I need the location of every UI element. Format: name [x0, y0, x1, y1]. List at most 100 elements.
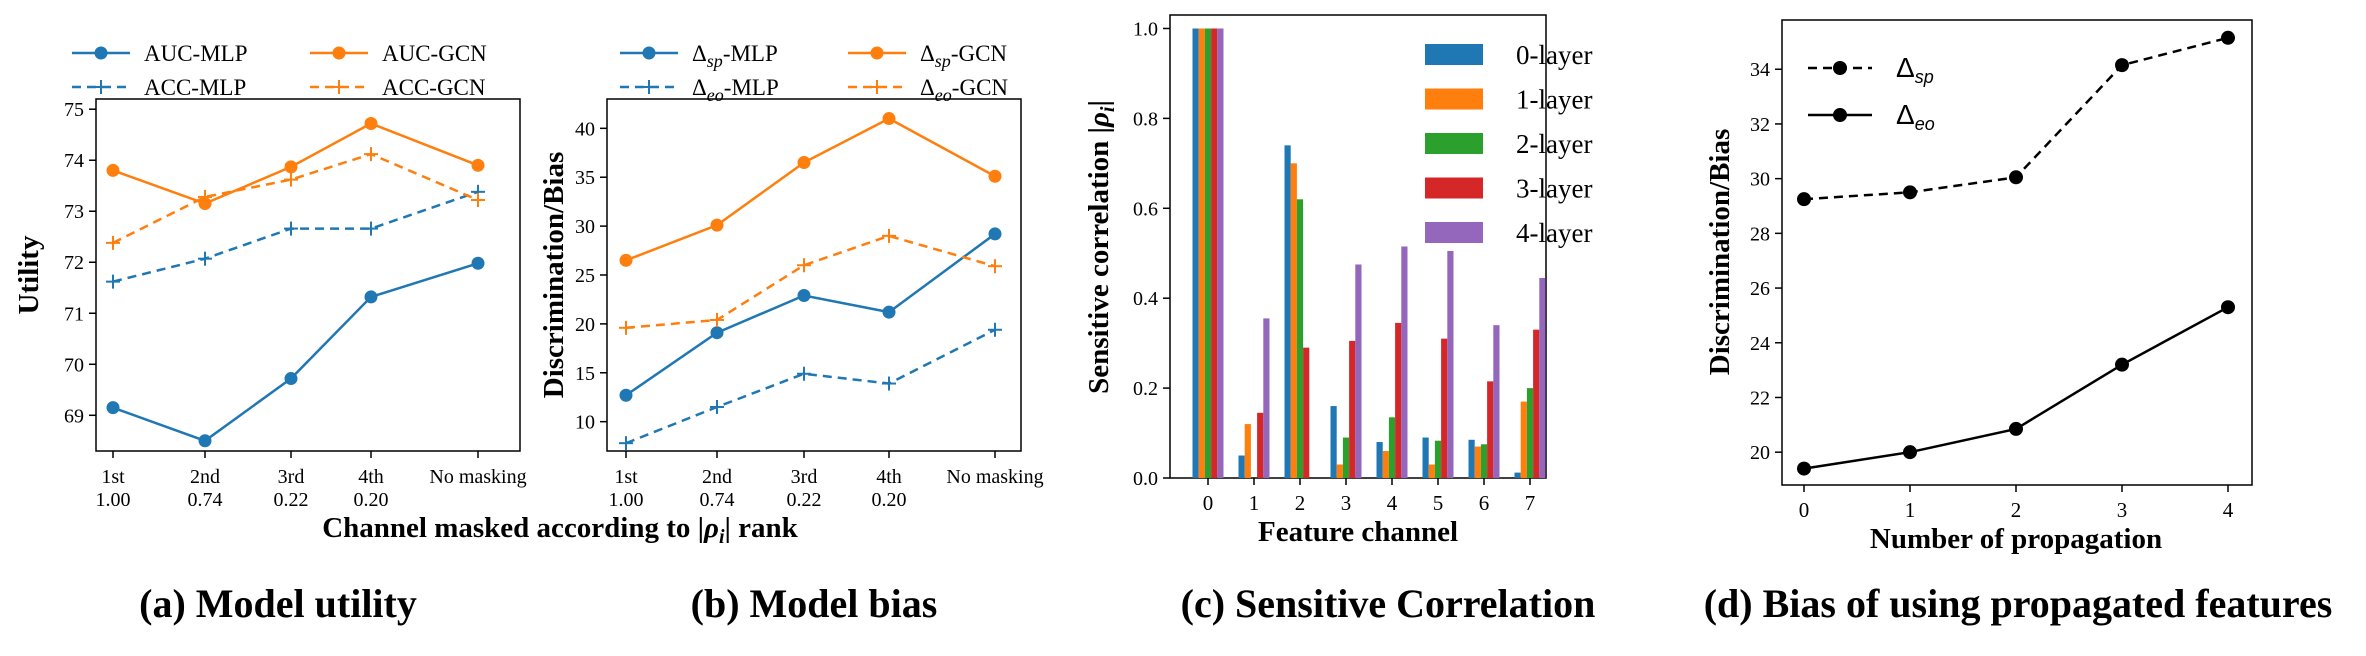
series-line [112, 190, 479, 283]
data-point [619, 253, 633, 267]
data-point [364, 290, 378, 304]
legend-label: 4-layer [1516, 218, 1592, 248]
bar-series-1-layer [1198, 28, 1527, 478]
data-point-plus [106, 235, 120, 250]
y-tick-label: 30 [1750, 169, 1770, 191]
x-tick-sublabel: 0.20 [354, 489, 389, 511]
data-point-plus [198, 251, 212, 266]
y-tick-label: 72 [64, 252, 84, 274]
bar [1441, 338, 1448, 478]
data-point-plus [619, 320, 633, 335]
data-point [106, 163, 120, 177]
bar [1539, 277, 1546, 478]
delta: Δ [692, 41, 707, 66]
suffix: -GCN [951, 41, 1008, 66]
plot-frame [1781, 19, 2253, 486]
y-tick-label: 34 [1750, 59, 1770, 81]
legend-item: AUC-MLP [72, 41, 248, 66]
data-point [94, 46, 108, 60]
series-line [625, 234, 996, 330]
data-point [710, 218, 724, 232]
y-tick-label: 15 [575, 363, 595, 385]
y-tick-label: 22 [1750, 387, 1770, 409]
series-line [625, 232, 996, 397]
legend-item: 3-layer [1425, 174, 1592, 204]
bar [1533, 329, 1540, 478]
legend-label: ACC-GCN [382, 75, 486, 100]
data-point-plus [471, 193, 485, 208]
x-tick-sublabel: 0.74 [700, 489, 735, 511]
y-label-subscript: i [1097, 106, 1119, 112]
y-tick-label: 24 [1750, 333, 1770, 355]
series-line [625, 328, 996, 445]
bar [1296, 199, 1304, 478]
data-point [1797, 192, 1811, 207]
series-AUC-MLP [106, 256, 485, 448]
x-tick-label: 2 [2011, 498, 2022, 522]
bar [1257, 412, 1264, 478]
y-tick-label: 71 [64, 303, 84, 325]
bar [1388, 417, 1396, 478]
series-Δsp [1797, 30, 2235, 207]
data-point [988, 227, 1002, 241]
subscript: eo [1915, 114, 1935, 134]
x-tick-label: 2 [1295, 491, 1306, 515]
y-label-text: Sensitive correlation | [1083, 127, 1115, 394]
bar [1349, 340, 1356, 478]
y-tick-label: 1.0 [1133, 18, 1158, 40]
bar [1336, 464, 1343, 478]
legend-label: Δsp [1896, 52, 1934, 87]
x-tick-label: 0 [1799, 498, 1810, 522]
data-point-plus [284, 221, 298, 236]
data-point [2221, 30, 2235, 45]
data-point-plus [882, 376, 896, 391]
data-point-plus [364, 221, 378, 236]
y-tick-label: 73 [64, 201, 84, 223]
legend-swatch [1425, 222, 1483, 243]
x-tick-label: 1st [614, 466, 638, 488]
data-point-plus [619, 436, 633, 451]
x-label-subscript: i [719, 526, 725, 548]
x-tick-sublabel: 0.20 [872, 489, 907, 511]
y-label-rho: ρ [1083, 112, 1115, 128]
data-point [332, 46, 346, 60]
data-point-plus [870, 80, 884, 94]
legend-item: Δeo-MLP [620, 75, 779, 105]
x-label-rho: ρ [703, 512, 719, 544]
y-tick-label: 25 [575, 265, 595, 287]
delta: Δ [920, 41, 935, 66]
series-Δeo-MLP [619, 322, 1002, 451]
y-label-end: | [1083, 100, 1115, 106]
delta: Δ [920, 75, 935, 100]
suffix: -GCN [952, 75, 1009, 100]
series-line [112, 152, 479, 244]
delta: Δ [1896, 52, 1915, 83]
legend-label: 2-layer [1516, 129, 1592, 159]
bar [1330, 406, 1337, 478]
x-axis-label: Number of propagation [1870, 523, 2162, 555]
suffix: -MLP [723, 41, 778, 66]
series-ACC-GCN [106, 147, 485, 250]
x-tick-label: 4th [876, 466, 902, 488]
legend-swatch [1425, 177, 1483, 199]
panel-caption: (d) Bias of using propagated features [1704, 581, 2333, 626]
x-tick-label: 4th [358, 466, 384, 488]
data-point-plus [988, 322, 1002, 337]
x-tick-label: 4 [1387, 491, 1398, 515]
data-point [1797, 461, 1811, 476]
series-Δsp-MLP [619, 227, 1002, 402]
x-tick-label: No masking [946, 466, 1043, 488]
data-point [284, 160, 298, 174]
data-point [988, 169, 1002, 183]
y-tick-label: 20 [575, 314, 595, 336]
data-point [2009, 421, 2023, 436]
data-point [1833, 61, 1847, 75]
legend-label: Δsp-MLP [692, 41, 778, 71]
data-point-plus [710, 312, 724, 327]
bar [1526, 388, 1534, 478]
data-point-plus [364, 147, 378, 162]
y-tick-label: 0.0 [1133, 468, 1158, 490]
bar-series-2-layer [1204, 28, 1534, 478]
x-tick-label: No masking [429, 466, 526, 488]
